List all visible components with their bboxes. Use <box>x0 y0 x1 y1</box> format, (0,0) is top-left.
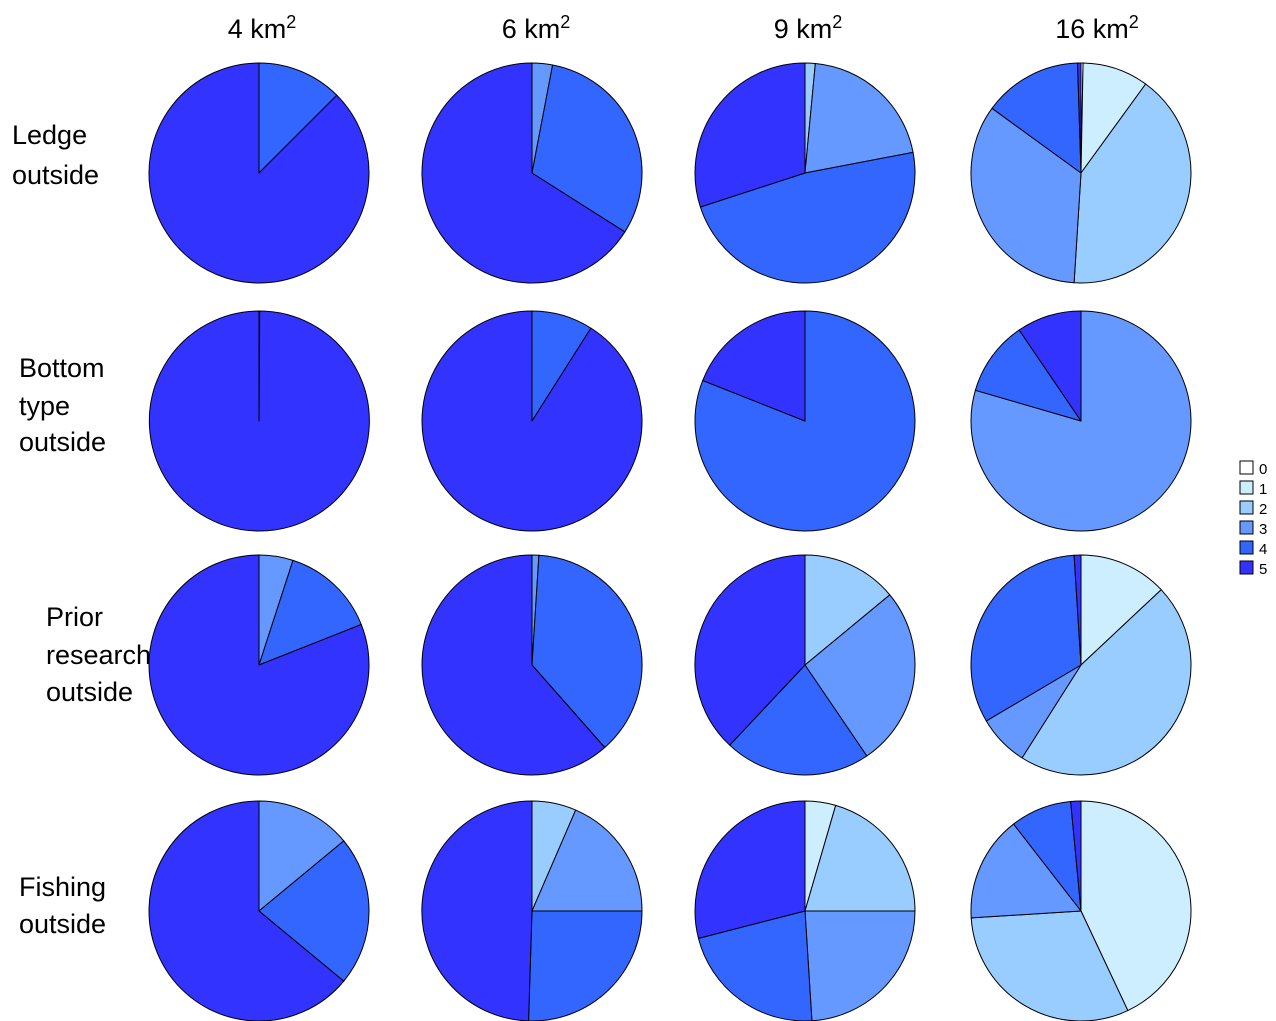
legend-swatch-4 <box>1239 540 1254 555</box>
pie-slice-1 <box>1080 554 1162 666</box>
pie-bottom-type-16km <box>970 310 1192 532</box>
column-title-6km: 6 km2 <box>502 12 571 44</box>
pie-bottom-type-6km <box>421 310 643 532</box>
pie-slice-4 <box>699 151 916 284</box>
legend-label-1: 1 <box>1259 481 1267 498</box>
pie-slice-5 <box>148 310 370 532</box>
legend-label-4: 4 <box>1259 541 1267 558</box>
pie-prior-research-9km <box>694 554 916 776</box>
pie-ledge-9km <box>694 62 916 284</box>
pie-prior-research-16km <box>970 554 1192 776</box>
pie-prior-research-6km <box>421 554 643 776</box>
pie-bottom-type-4km <box>148 310 370 532</box>
pie-slice-4 <box>991 62 1082 174</box>
pie-slice-2 <box>804 804 916 912</box>
pie-slice-3 <box>804 594 916 757</box>
legend-swatch-0 <box>1239 460 1254 475</box>
pie-slice-5 <box>694 800 806 939</box>
pies <box>148 62 1192 1021</box>
pie-slice-3 <box>970 823 1082 919</box>
pie-slice-5 <box>421 554 606 776</box>
column-titles: 4 km2 6 km2 9 km2 16 km2 <box>228 12 1139 44</box>
pie-slice-3 <box>258 800 345 912</box>
legend-label-5: 5 <box>1259 561 1267 578</box>
pie-slice-2 <box>1073 83 1192 284</box>
row-label-ledge: Ledge outside <box>12 120 99 190</box>
pie-prior-research-4km <box>148 554 370 776</box>
pie-slice-3 <box>804 62 914 174</box>
pie-slice-4 <box>258 62 338 174</box>
pie-slice-5 <box>148 62 370 284</box>
pie-slice-4 <box>531 554 643 749</box>
pie-slice-5 <box>421 310 643 532</box>
legend-label-3: 3 <box>1259 521 1267 538</box>
row-labels: Ledge outside Bottom type outside Prior … <box>12 120 159 939</box>
pie-slice-5 <box>1070 800 1082 912</box>
pie-fishing-4km <box>148 800 370 1021</box>
pie-slice-5 <box>694 62 806 208</box>
column-title-4km: 4 km2 <box>228 12 297 44</box>
pie-slice-4 <box>258 840 370 982</box>
pie-ledge-6km <box>421 62 643 284</box>
row-label-prior-research: Prior research outside <box>46 602 159 707</box>
pie-slice-5 <box>694 554 806 746</box>
pie-slice-4 <box>970 554 1082 722</box>
pie-slice-5 <box>421 62 626 284</box>
pie-slice-1 <box>1080 800 1192 1012</box>
pie-bottom-type-9km <box>694 310 916 532</box>
pie-slice-4 <box>258 559 362 666</box>
pie-slice-2 <box>804 554 891 666</box>
pie-slice-4 <box>528 910 643 1021</box>
pie-slice-3 <box>804 910 916 1021</box>
pie-fishing-16km <box>970 800 1192 1021</box>
pie-slice-3 <box>531 809 643 912</box>
legend-label-0: 0 <box>1259 461 1267 478</box>
pie-slice-5 <box>702 310 806 422</box>
row-label-fishing: Fishing outside <box>19 872 114 939</box>
pie-fishing-9km <box>694 800 916 1021</box>
pie-slice-2 <box>970 910 1129 1021</box>
column-title-16km: 16 km2 <box>1055 12 1139 44</box>
legend-swatch-3 <box>1239 520 1254 535</box>
pie-slice-3 <box>970 107 1082 284</box>
pie-slice-5 <box>148 554 370 776</box>
pie-slice-5 <box>1073 554 1082 666</box>
legend-label-2: 2 <box>1259 501 1267 518</box>
pie-slice-4 <box>729 664 868 776</box>
legend: 0 1 2 3 4 5 <box>1239 460 1267 578</box>
pie-slice-2 <box>1021 589 1192 776</box>
pie-ledge-4km <box>148 62 370 284</box>
row-label-bottom-type: Bottom type outside <box>19 353 112 457</box>
pie-slice-5 <box>148 800 345 1021</box>
pie-slice-4 <box>974 329 1082 422</box>
legend-swatch-1 <box>1239 480 1254 495</box>
pie-slice-5 <box>421 800 533 1021</box>
pie-ledge-16km <box>970 62 1192 284</box>
legend-swatch-2 <box>1239 500 1254 515</box>
pie-slice-5 <box>1018 310 1082 422</box>
column-title-9km: 9 km2 <box>774 12 843 44</box>
pie-slice-5 <box>1077 62 1082 174</box>
pie-fishing-6km <box>421 800 643 1021</box>
legend-swatch-5 <box>1239 560 1254 575</box>
